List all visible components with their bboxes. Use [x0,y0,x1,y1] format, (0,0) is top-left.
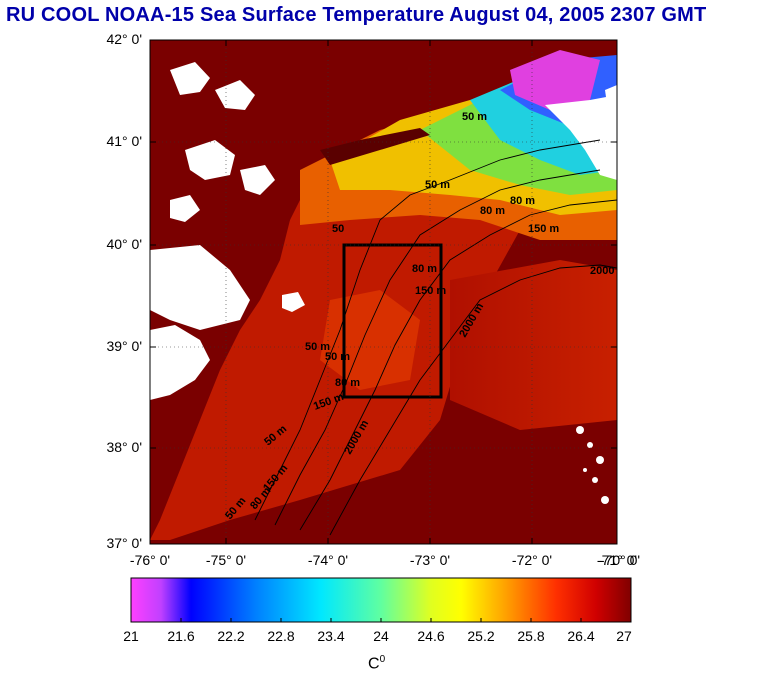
colorbar-tick-label: 24 [373,628,389,644]
lat-tick-label: 37° 0' [106,535,142,551]
page-title: RU COOL NOAA-15 Sea Surface Temperature … [6,4,707,26]
colorbar-unit-superscript: 0 [379,654,386,665]
lon-tick-label: -72° 0' [511,552,553,568]
colorbar-tick-label: 25.8 [517,628,545,644]
graticule [150,40,617,544]
land-white-west [150,245,250,330]
contour-150m [299,199,617,531]
contour-depth-label: 50 m [325,351,350,363]
colorbar [130,577,632,623]
lat-tick-label: 39° 0' [106,338,142,354]
land-delaware [150,325,210,400]
colorbar-tick-label: 21 [123,628,139,644]
colorbar-ticks [180,618,582,622]
study-area-box [342,243,443,399]
contour-depth-label: 2000 [590,265,614,277]
colorbar-unit-label: C0 [368,654,385,673]
lat-tick-label: 40° 0' [106,236,142,252]
plot-frame [149,39,618,545]
colorbar-tick-label: 25.2 [467,628,495,644]
colorbar-tick-label: 22.8 [267,628,295,644]
lat-tick-label: 38° 0' [106,439,142,455]
cool-band-magenta [510,50,600,110]
map-image [150,40,617,544]
axis-ticks [150,39,617,545]
lon-tick-label: -74° 0' [307,552,349,568]
colorbar-tick-label: 26.4 [567,628,595,644]
contour-depth-label: 50 m [462,111,487,123]
lat-tick-label: 42° 0' [106,31,142,47]
colorbar-unit: C [368,655,380,673]
contour-depth-label: 150 m [415,285,446,297]
contour-depth-label: 80 m [335,377,360,389]
long-island-sound [320,128,430,165]
contour-depth-label: 50 m [425,179,450,191]
lon-tick-label: -76° 0' [129,552,171,568]
land-cape-cod [545,95,617,180]
lon-tick-label: -71° 0' [596,552,638,568]
colorbar-tick-label: 21.6 [167,628,195,644]
lon-tick-label: -75° 0' [205,552,247,568]
contour-depth-label: 80 m [412,263,437,275]
contour-depth-label: 50 [332,223,344,235]
contour-80m [274,169,601,526]
offshore-water [450,260,617,430]
colorbar-tick-label: 24.6 [417,628,445,644]
contour-2000m [329,264,617,536]
cloud-patches [170,62,617,504]
lat-tick-label: 41° 0' [106,133,142,149]
colorbar-tick-label: 22.2 [217,628,245,644]
contour-depth-label: 50 m [305,341,330,353]
contour-depth-label: 150 m [528,223,559,235]
colorbar-tick-label: 27 [616,628,632,644]
lon-tick-label: -73° 0' [409,552,451,568]
contour-depth-label: 80 m [480,205,505,217]
lon-tick-label: -70° 0' [599,552,641,568]
colorbar-tick-label: 23.4 [317,628,345,644]
contour-depth-label: 80 m [510,195,535,207]
